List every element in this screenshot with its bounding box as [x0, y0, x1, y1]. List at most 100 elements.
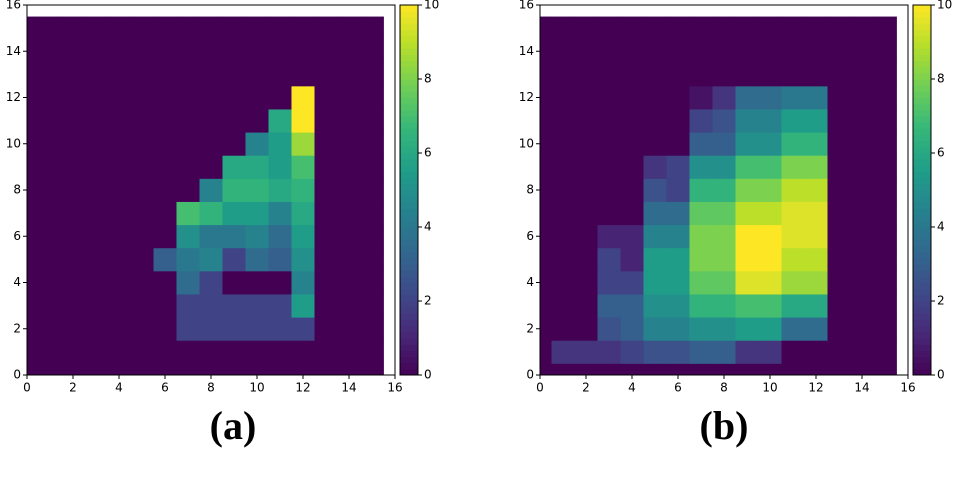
heatmap-cell: [199, 16, 223, 41]
heatmap-cell: [176, 340, 200, 364]
heatmap-cell: [827, 340, 851, 364]
heatmap-cell: [199, 363, 223, 376]
heatmap-cell: [360, 224, 384, 249]
heatmap-cell: [712, 224, 736, 249]
heatmap-cell: [551, 178, 575, 202]
colorbar-segment: [400, 214, 418, 222]
heatmap-cell: [291, 178, 315, 202]
heatmap-cell: [620, 201, 644, 226]
heatmap-cell: [873, 16, 897, 41]
colorbar-segment: [400, 171, 418, 179]
colorbar-segment: [400, 17, 418, 24]
heatmap-cell: [222, 178, 246, 202]
heatmap-cell: [643, 85, 667, 110]
heatmap-cell: [337, 62, 361, 87]
heatmap-cell: [873, 62, 897, 87]
colorbar-segment: [913, 301, 931, 308]
heatmap-cell: [712, 155, 736, 179]
heatmap-cell: [873, 224, 897, 249]
heatmap-cell: [176, 247, 200, 272]
heatmap-cell: [222, 155, 246, 179]
heatmap-cell: [291, 155, 315, 179]
colorbar-segment: [400, 146, 418, 154]
x-tick-label: 12: [808, 381, 823, 395]
heatmap-cell: [781, 224, 805, 249]
heatmap-cell: [176, 132, 200, 156]
heatmap-cell: [337, 294, 361, 318]
colorbar-segment: [400, 227, 418, 234]
heatmap-cell: [107, 132, 131, 156]
heatmap-cell: [61, 62, 85, 87]
colorbar-segment: [913, 60, 931, 68]
heatmap-cell: [540, 62, 552, 87]
colorbar-segment: [913, 97, 931, 105]
y-tick-label: 10: [6, 136, 21, 150]
heatmap-cell: [804, 247, 828, 272]
colorbar-segment: [400, 91, 418, 98]
heatmap-cell: [27, 16, 39, 41]
heatmap-cell: [38, 109, 62, 133]
heatmap-cell: [337, 224, 361, 249]
heatmap-cell: [781, 155, 805, 179]
heatmap-cell: [153, 155, 177, 179]
colorbar-segment: [913, 54, 931, 61]
heatmap-cell: [850, 62, 874, 87]
colorbar-segment: [400, 60, 418, 68]
heatmap-cell: [597, 247, 621, 272]
heatmap-cell: [130, 247, 154, 272]
heatmap-cell: [827, 132, 851, 156]
colorbar-segment: [400, 54, 418, 61]
heatmap-cell: [758, 85, 782, 110]
heatmap-cell: [735, 247, 759, 272]
colorbar-segment: [400, 190, 418, 197]
heatmap-cell: [804, 224, 828, 249]
y-tick-label: 12: [519, 90, 534, 104]
heatmap-cell: [689, 363, 713, 376]
colorbar-segment: [400, 264, 418, 271]
heatmap-cell: [643, 363, 667, 376]
heatmap-cell: [314, 39, 338, 64]
heatmap-cell: [27, 294, 39, 318]
heatmap-cell: [712, 247, 736, 272]
heatmap-cell: [337, 109, 361, 133]
colorbar-segment: [913, 5, 931, 12]
colorbar-segment: [913, 72, 931, 80]
heatmap-cell: [153, 132, 177, 156]
colorbar-segment: [400, 319, 418, 327]
heatmap-cell: [314, 224, 338, 249]
heatmap-cell: [107, 178, 131, 202]
x-tick-label: 6: [674, 381, 682, 395]
heatmap-cell: [735, 109, 759, 133]
heatmap-cell: [850, 247, 874, 272]
colorbar-segment: [913, 350, 931, 357]
heatmap-cell: [199, 39, 223, 64]
colorbar-segment: [913, 183, 931, 191]
heatmap-cell: [643, 109, 667, 133]
heatmap-cell: [107, 363, 131, 376]
heatmap-cell: [827, 39, 851, 64]
heatmap-cell: [597, 155, 621, 179]
heatmap-cell: [597, 363, 621, 376]
heatmap-cell: [689, 294, 713, 318]
heatmap-cell: [61, 155, 85, 179]
heatmap-cell: [850, 340, 874, 364]
heatmap-cell: [84, 224, 108, 249]
heatmap-cell: [337, 247, 361, 272]
heatmap-cell: [27, 39, 39, 64]
heatmap-cell: [597, 224, 621, 249]
heatmap-cell: [337, 132, 361, 156]
heatmap-cell: [666, 201, 690, 226]
heatmap-cell: [337, 16, 361, 41]
heatmap-cell: [38, 201, 62, 226]
heatmap-cell: [291, 85, 315, 110]
heatmap-cell: [827, 85, 851, 110]
heatmap-cell: [666, 340, 690, 364]
colorbar-segment: [400, 233, 418, 240]
heatmap-cell: [360, 39, 384, 64]
y-tick-label: 4: [13, 275, 21, 289]
heatmap-cell: [551, 224, 575, 249]
x-tick-label: 10: [762, 381, 777, 395]
heatmap-cell: [291, 247, 315, 272]
colorbar-segment: [400, 72, 418, 80]
heatmap-cell: [712, 16, 736, 41]
